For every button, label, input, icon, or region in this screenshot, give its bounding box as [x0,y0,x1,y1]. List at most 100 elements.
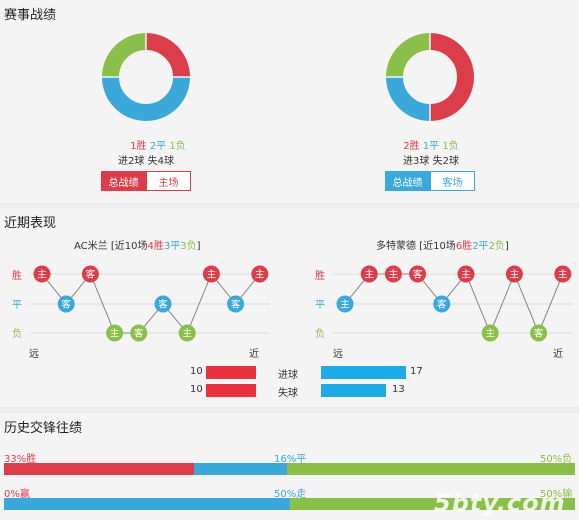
form-match-venue: 客 [437,299,447,311]
history-panel: 历史交锋往绩 33%胜 16%平 50%负 0%赢 50%走 50%输 5bty… [0,413,579,520]
form-match-venue: 主 [485,328,495,340]
right-axis-win-label: 胜 [315,271,325,282]
form-match-venue: 主 [182,328,192,340]
left-form-losses: 3负 [180,241,197,252]
history-win-segment [4,463,195,475]
form-match-marker[interactable] [154,295,172,313]
donut-segment-win [145,33,190,78]
left-axis-loss-label: 负 [12,329,22,340]
right-form-chart: 主主主客客主主主客主 [333,265,573,342]
left-goals-summary: 进2球 失4球 [118,156,174,167]
form-match-marker[interactable] [57,295,75,313]
form-match-marker[interactable] [481,324,499,342]
history-result-bar [4,463,575,475]
form-match-marker[interactable] [33,265,51,283]
form-match-marker[interactable] [505,265,523,283]
goals-conceded-label: 失球 [278,388,298,399]
handicap-result-bar [4,498,575,510]
form-match-marker[interactable] [433,295,451,313]
form-match-venue: 客 [231,299,241,311]
left-axis-near-label: 近 [249,349,259,360]
right-goals-scored-bar [321,366,406,379]
right-overall-tab[interactable]: 总战绩 [385,171,430,191]
left-goals-conceded-bar [206,384,256,397]
form-match-marker[interactable] [409,265,427,283]
form-match-venue: 主 [255,269,265,281]
right-goals-scored-value: 17 [410,366,423,377]
form-match-marker[interactable] [360,265,378,283]
donut-segment-loss [386,33,431,78]
left-team-form-header: AC米兰 [近10场4胜3平3负] [74,237,201,252]
form-match-venue: 客 [158,299,168,311]
right-form-draws: 2平 [472,241,489,252]
left-axis-far-label: 远 [29,349,39,360]
form-match-marker[interactable] [81,265,99,283]
form-match-venue: 主 [37,269,47,281]
record-panel: 赛事战绩 1胜 2平 1负 进2球 失4球 总战绩 主场 2胜 1平 1负 进3… [0,0,579,203]
form-panel: 近期表现 AC米兰 [近10场4胜3平3负] 多特蒙德 [近10场6胜2平2负]… [0,208,579,407]
right-axis-near-label: 近 [553,349,563,360]
left-record-donut [102,33,190,121]
form-match-marker[interactable] [106,324,124,342]
form-match-venue: 主 [510,269,520,281]
left-goals-conceded-value: 10 [190,384,203,395]
right-goals-summary: 进3球 失2球 [403,156,459,167]
form-match-venue: 客 [134,328,144,340]
form-match-marker[interactable] [530,324,548,342]
right-away-tab[interactable]: 客场 [430,171,475,191]
left-form-prefix: [近10场 [107,241,148,252]
form-match-marker[interactable] [202,265,220,283]
right-axis-far-label: 远 [333,349,343,360]
form-match-venue: 客 [86,269,96,281]
form-section-title: 近期表现 [4,216,57,231]
form-match-venue: 主 [110,328,120,340]
form-match-marker[interactable] [227,295,245,313]
left-win-count: 1胜 [130,141,147,152]
donut-segment-win [429,33,474,121]
form-match-marker[interactable] [554,265,572,283]
left-home-tab[interactable]: 主场 [146,171,191,191]
donut-segment-draw [386,76,431,121]
right-draw-count: 1平 [422,141,440,152]
handicap-win-label: 0%赢 [4,489,30,500]
form-match-marker[interactable] [457,265,475,283]
left-team-name: AC米兰 [74,241,108,252]
left-axis-draw-label: 平 [12,300,22,311]
history-loss-segment [286,463,575,475]
form-match-marker[interactable] [336,295,354,313]
history-draw-label: 16%平 [274,454,307,465]
form-match-venue: 主 [207,269,217,281]
site-watermark: 5bty.com [434,489,566,517]
right-form-suffix: ] [504,241,509,252]
form-match-marker[interactable] [130,324,148,342]
form-match-venue: 主 [461,269,471,281]
right-goals-conceded-value: 13 [392,384,405,395]
left-form-wins: 4胜 [147,241,164,252]
form-trend-line [344,272,564,335]
form-match-venue: 客 [534,328,544,340]
right-form-losses: 2负 [488,241,505,252]
right-axis-loss-label: 负 [315,329,325,340]
right-goals-conceded-bar [321,384,386,397]
left-record-summary: 1胜 2平 1负 [98,137,218,152]
goals-scored-label: 进球 [278,370,298,381]
form-match-venue: 客 [61,299,71,311]
form-match-venue: 主 [558,269,568,281]
form-match-marker[interactable] [178,324,196,342]
right-axis-draw-label: 平 [315,300,325,311]
right-record-summary: 2胜 1平 1负 [371,137,491,152]
donut-segment-draw [102,76,190,121]
right-win-count: 2胜 [403,141,420,152]
left-loss-count: 1负 [169,141,186,152]
left-axis-win-label: 胜 [12,271,22,282]
right-team-form-header: 多特蒙德 [近10场6胜2平2负] [376,237,509,252]
form-match-marker[interactable] [251,265,269,283]
form-match-marker[interactable] [384,265,402,283]
history-section-title: 历史交锋往绩 [4,421,83,436]
form-match-venue: 客 [413,269,423,281]
history-draw-segment [194,463,287,475]
left-form-suffix: ] [196,241,201,252]
left-goals-scored-bar [206,366,256,379]
left-overall-tab[interactable]: 总战绩 [101,171,146,191]
